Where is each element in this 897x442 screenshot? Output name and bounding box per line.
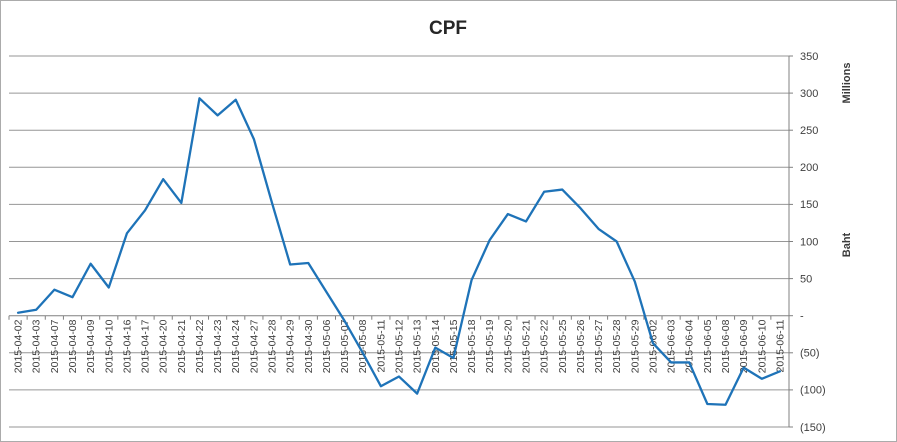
- x-axis-label: 2015-06-08: [720, 319, 732, 373]
- x-axis-label: 2015-04-17: [140, 319, 152, 373]
- x-axis-label: 2015-06-04: [684, 319, 696, 373]
- x-axis-label: 2015-05-27: [593, 319, 605, 373]
- plot-area: 2015-04-02 2015-04-03 2015-04-07 2015-04-08…: [8, 51, 853, 434]
- x-axis-label: 2015-04-28: [267, 319, 279, 373]
- x-axis-label: 2015-04-07: [49, 319, 61, 373]
- y-axis-tick-label: 250: [800, 125, 818, 137]
- y-axis-tick-label: 200: [800, 162, 818, 174]
- x-axis-label: 2015-05-06: [321, 319, 333, 373]
- x-axis-label: 2015-06-09: [738, 319, 750, 373]
- x-axis-label: 2015-05-20: [502, 319, 514, 373]
- y-axis-tick-label: 50: [800, 273, 812, 285]
- x-axis-label: 2015-04-16: [121, 319, 133, 373]
- x-axis-labels: 2015-04-02 2015-04-03 2015-04-07 2015-04-08…: [13, 319, 787, 373]
- x-axis-label: 2015-05-11: [375, 319, 387, 372]
- x-axis-label: 2015-04-21: [176, 319, 188, 373]
- y-axis-tick-label: 350: [800, 51, 818, 63]
- x-axis-label: 2015-05-25: [557, 319, 569, 373]
- x-axis-label: 2015-05-18: [466, 319, 478, 373]
- x-axis-label: 2015-06-11: [774, 319, 786, 372]
- x-axis-label: 2015-04-27: [248, 319, 260, 373]
- x-axis-label: 2015-06-05: [702, 319, 714, 373]
- x-axis-label: 2015-04-29: [285, 319, 297, 373]
- x-axis-label: 2015-05-13: [412, 319, 424, 373]
- x-axis-label: 2015-06-10: [756, 319, 768, 373]
- x-axis-label: 2015-05-14: [430, 319, 442, 373]
- x-axis-label: 2015-05-26: [575, 319, 587, 373]
- x-axis-label: 2015-04-08: [67, 319, 79, 373]
- x-axis-label: 2015-04-23: [212, 319, 224, 373]
- x-axis-label: 2015-06-03: [666, 319, 678, 373]
- series-line: [16, 97, 782, 406]
- x-axis-label: 2015-04-09: [85, 319, 97, 373]
- x-axis-label: 2015-04-24: [230, 319, 242, 373]
- x-axis-ticks: [8, 315, 790, 320]
- y-axis-tick-label: -: [800, 311, 804, 323]
- y-axis-ticks: [789, 55, 793, 428]
- x-axis-label: 2015-04-02: [13, 319, 25, 373]
- y-axis-tick-labels: 350 300 250 200 150 100 50 - (50) (100) (150): [800, 51, 826, 434]
- x-axis-label: 2015-05-22: [539, 319, 551, 373]
- x-axis-label: 2015-05-21: [520, 319, 532, 373]
- x-axis-label: 2015-04-10: [103, 319, 115, 373]
- x-axis-label: 2015-05-29: [629, 319, 641, 373]
- y-axis-tick-label: 300: [800, 88, 818, 100]
- x-axis-label: 2015-04-03: [31, 319, 43, 373]
- y-axis-units-label: Millions: [841, 63, 853, 104]
- x-axis-label: 2015-04-30: [303, 319, 315, 373]
- x-axis-label: 2015-05-28: [611, 319, 623, 373]
- x-axis-label: 2015-04-22: [194, 319, 206, 373]
- y-axis-tick-label: 100: [800, 236, 818, 248]
- chart-title: CPF: [429, 18, 467, 39]
- y-axis-title: Baht: [841, 232, 853, 257]
- gridlines: [9, 55, 789, 428]
- x-axis-label: 2015-05-19: [484, 319, 496, 373]
- x-axis-label: 2015-04-20: [158, 319, 170, 373]
- x-axis-label: 2015-05-12: [394, 319, 406, 373]
- y-axis-tick-label: (50): [800, 348, 820, 360]
- y-axis-tick-label: 150: [800, 199, 818, 211]
- x-axis-label: 2015-05-15: [448, 319, 460, 373]
- y-axis-tick-label: (150): [800, 422, 826, 434]
- x-axis-label: 2015-05-07: [339, 319, 351, 373]
- y-axis-tick-label: (100): [800, 385, 826, 397]
